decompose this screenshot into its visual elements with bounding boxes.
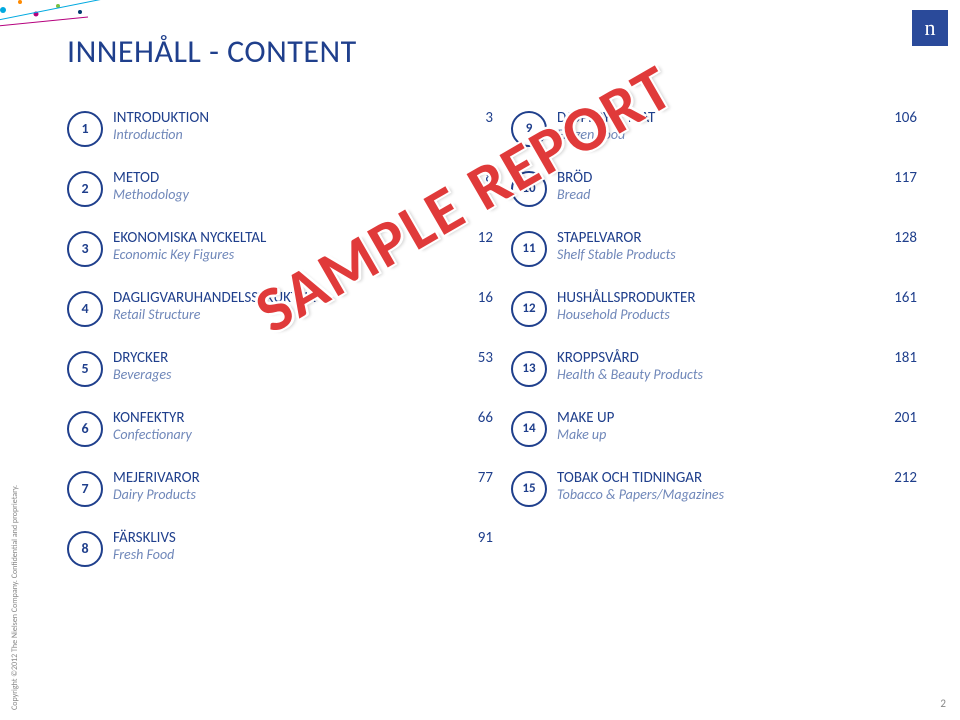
toc-label-en: Beverages <box>113 366 413 383</box>
toc-page: 77 <box>457 469 493 487</box>
toc-number-badge: 8 <box>67 531 103 567</box>
slide: INNEHÅLL - CONTENT n 1 INTRODUKTIONIntrod… <box>0 0 960 720</box>
toc-page: 201 <box>881 409 917 427</box>
toc-number-badge: 15 <box>511 471 547 507</box>
toc-row: 5 DRYCKERBeverages 53 13 KROPPSVÅRDHealth & … <box>67 343 920 403</box>
toc-label-en: Economic Key Figures <box>113 246 413 263</box>
toc-label: DJUPFRYST MATFrozen Food <box>557 109 837 143</box>
toc-number-badge: 13 <box>511 351 547 387</box>
toc-label-en: Shelf Stable Products <box>557 246 837 263</box>
toc-number-badge: 5 <box>67 351 103 387</box>
toc-label-en: Frozen Food <box>557 126 837 143</box>
toc-label-sv: KONFEKTYR <box>113 409 413 427</box>
toc-label: INTRODUKTIONIntroduction <box>113 109 413 143</box>
toc-page: 8 <box>457 169 493 187</box>
toc-label-en: Tobacco & Papers/Magazines <box>557 486 837 503</box>
toc-label: KROPPSVÅRDHealth & Beauty Products <box>557 349 837 383</box>
toc-number-badge: 14 <box>511 411 547 447</box>
toc-page: 181 <box>881 349 917 367</box>
toc-label: HUSHÅLLSPRODUKTERHousehold Products <box>557 289 837 323</box>
toc-label-sv: DJUPFRYST MAT <box>557 109 837 127</box>
toc-label-en: Fresh Food <box>113 546 413 563</box>
toc-number-badge: 3 <box>67 231 103 267</box>
toc-number-badge: 11 <box>511 231 547 267</box>
toc-label: KONFEKTYRConfectionary <box>113 409 413 443</box>
toc-label-en: Confectionary <box>113 426 413 443</box>
toc-label-en: Health & Beauty Products <box>557 366 837 383</box>
toc-label-sv: METOD <box>113 169 413 187</box>
toc-label-sv: MEJERIVAROR <box>113 469 413 487</box>
toc-label: STAPELVARORShelf Stable Products <box>557 229 837 263</box>
toc-label-sv: DAGLIGVARUHANDELSSTRUKTUR <box>113 289 413 307</box>
toc-label-sv: TOBAK OCH TIDNINGAR <box>557 469 837 487</box>
toc-page: 212 <box>881 469 917 487</box>
toc-row: 4 DAGLIGVARUHANDELSSTRUKTURRetail Structu… <box>67 283 920 343</box>
slide-number: 2 <box>940 697 946 710</box>
toc-label-sv: FÄRSKLIVS <box>113 529 413 547</box>
toc-label-en: Dairy Products <box>113 486 413 503</box>
toc-number-badge: 6 <box>67 411 103 447</box>
toc-page: 53 <box>457 349 493 367</box>
toc-number-badge: 4 <box>67 291 103 327</box>
toc-label-sv: STAPELVAROR <box>557 229 837 247</box>
toc-page: 106 <box>881 109 917 127</box>
toc-container: 1INTRODUKTIONIntroduction39DJUPFRYST MAT… <box>67 103 920 583</box>
toc-number-badge: 12 <box>511 291 547 327</box>
brand-logo: n <box>912 10 948 46</box>
toc-row: 1 INTRODUKTIONIntroduction 39 DJUPFRYST MAT… <box>67 103 920 163</box>
toc-label-en: Household Products <box>557 306 837 323</box>
toc-page: 12 <box>457 229 493 247</box>
toc-page: 161 <box>881 289 917 307</box>
toc-label-sv: EKONOMISKA NYCKELTAL <box>113 229 413 247</box>
toc-label-sv: KROPPSVÅRD <box>557 349 837 367</box>
toc-label: DRYCKERBeverages <box>113 349 413 383</box>
toc-row: 6 KONFEKTYRConfectionary 66 14 MAKE UPMake u… <box>67 403 920 463</box>
toc-number-badge: 10 <box>511 171 547 207</box>
toc-label: MAKE UPMake up <box>557 409 837 443</box>
toc-page: 3 <box>457 109 493 127</box>
toc-label: DAGLIGVARUHANDELSSTRUKTURRetail Structur… <box>113 289 413 323</box>
toc-label-en: Bread <box>557 186 837 203</box>
toc-label-sv: DRYCKER <box>113 349 413 367</box>
toc-page: 66 <box>457 409 493 427</box>
toc-number-badge: 7 <box>67 471 103 507</box>
toc-label: FÄRSKLIVSFresh Food <box>113 529 413 563</box>
toc-number-badge: 9 <box>511 111 547 147</box>
toc-label-sv: HUSHÅLLSPRODUKTER <box>557 289 837 307</box>
toc-label: MEJERIVARORDairy Products <box>113 469 413 503</box>
toc-row: 7 MEJERIVARORDairy Products 77 15 TOBAK OCH … <box>67 463 920 523</box>
toc-page: 117 <box>881 169 917 187</box>
toc-label: BRÖDBread <box>557 169 837 203</box>
toc-label-sv: INTRODUKTION <box>113 109 413 127</box>
toc-label-sv: BRÖD <box>557 169 837 187</box>
toc-number-badge: 1 <box>67 111 103 147</box>
toc-label-sv: MAKE UP <box>557 409 837 427</box>
copyright: Copyright ©2012 The Nielsen Company. Con… <box>10 485 20 710</box>
toc-label-en: Introduction <box>113 126 413 143</box>
toc-row: 3 EKONOMISKA NYCKELTALEconomic Key Figure… <box>67 223 920 283</box>
toc-row: 2 METODMethodology 8 10 BRÖDBread 117 <box>67 163 920 223</box>
toc-label: EKONOMISKA NYCKELTALEconomic Key Figures <box>113 229 413 263</box>
toc-page: 16 <box>457 289 493 307</box>
toc-label-en: Make up <box>557 426 837 443</box>
toc-number-badge: 2 <box>67 171 103 207</box>
toc-row: 8 FÄRSKLIVSFresh Food 91 <box>67 523 920 583</box>
toc-label: TOBAK OCH TIDNINGARTobacco & Papers/Maga… <box>557 469 837 503</box>
toc-label: METODMethodology <box>113 169 413 203</box>
toc-label-en: Methodology <box>113 186 413 203</box>
page-title: INNEHÅLL - CONTENT <box>67 32 357 71</box>
toc-page: 91 <box>457 529 493 547</box>
toc-label-en: Retail Structure <box>113 306 413 323</box>
toc-page: 128 <box>881 229 917 247</box>
